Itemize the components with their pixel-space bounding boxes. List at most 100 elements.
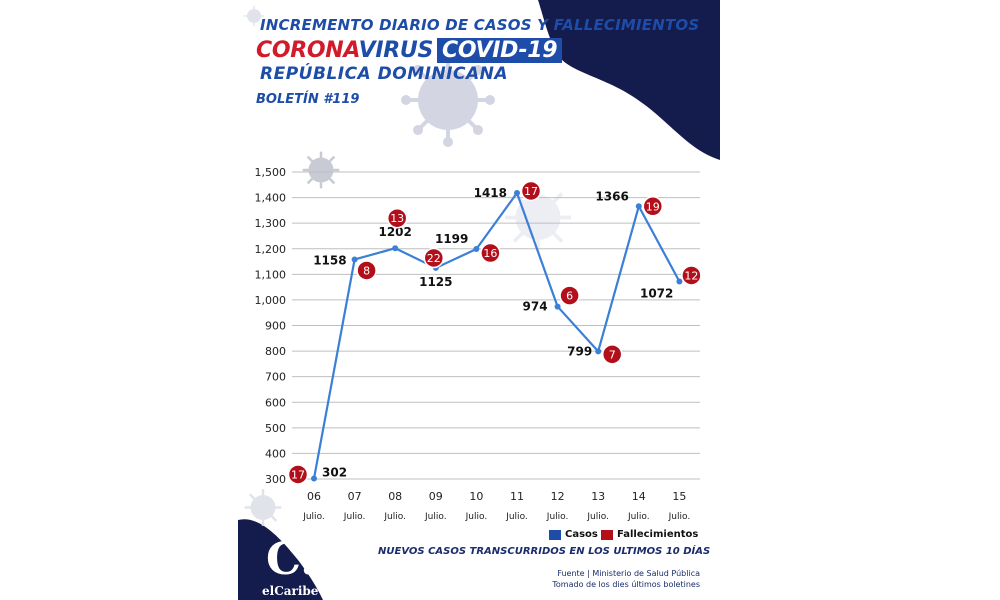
cases-data-label: 1202 — [378, 225, 411, 239]
navy-corner-shape — [538, 0, 720, 160]
cases-data-label: 1418 — [474, 186, 507, 200]
death-marker: 17 — [287, 464, 309, 485]
death-marker: 22 — [423, 247, 445, 269]
legend-deaths: Fallecimientos — [601, 529, 698, 540]
x-tick-label: 09 — [429, 490, 443, 503]
legend-cases: Casos — [549, 529, 598, 540]
cases-points — [311, 189, 683, 482]
cases-point — [635, 203, 642, 210]
x-tick-sublabel: Julio. — [546, 512, 569, 522]
death-value-label: 17 — [524, 185, 538, 198]
cases-data-label: 799 — [567, 344, 592, 358]
death-marker-circle — [356, 260, 377, 281]
death-marker-circle — [520, 180, 542, 202]
cases-labels: 302 1158 1202 1125 1199 1418 974 799 1366 1072 — [313, 186, 673, 480]
y-tick-label: 500 — [265, 422, 286, 435]
death-marker-circle — [642, 196, 664, 217]
cases-data-label: 1072 — [640, 286, 673, 300]
source-line2: Tomado de los dies últimos boletines — [552, 580, 700, 589]
death-value-label: 22 — [427, 252, 441, 265]
death-value-label: 8 — [363, 264, 370, 277]
source-note: Fuente | Ministerio de Salud Pública Tom… — [552, 568, 700, 590]
y-tick-label: 900 — [265, 320, 286, 333]
death-marker: 16 — [480, 242, 501, 264]
death-value-label: 17 — [291, 468, 305, 481]
header-country: REPÚBLICA DOMINICANA — [260, 64, 509, 84]
x-tick-label: 11 — [510, 490, 524, 503]
x-tick-sublabel: Julio. — [424, 512, 447, 522]
y-tick-label: 1,200 — [255, 243, 287, 256]
cases-data-label: 1199 — [435, 232, 468, 246]
y-tick-label: 400 — [265, 447, 286, 460]
y-tick-label: 1,000 — [255, 294, 287, 307]
x-axis-ticks: 06 Julio. 07 Julio. 08 Julio. 09 Julio. 10 Julio.… — [302, 490, 690, 522]
virus-icon — [302, 151, 340, 189]
death-marker: 12 — [681, 265, 702, 286]
death-marker-circle — [287, 464, 309, 485]
x-tick-label: 07 — [348, 490, 362, 503]
elcaribe-logo: C. elCaribe — [260, 534, 320, 600]
cases-point — [392, 245, 399, 252]
cases-point — [514, 189, 520, 196]
logo-mark: C. — [266, 534, 316, 585]
cases-line — [312, 191, 681, 479]
death-value-label: 13 — [390, 212, 404, 225]
y-tick-label: 700 — [265, 371, 286, 384]
cases-data-label: 974 — [523, 300, 548, 314]
death-marker-circle — [601, 344, 623, 365]
x-tick-sublabel: Julio. — [383, 512, 406, 522]
death-marker-circle — [480, 242, 501, 264]
legend-cases-label: Casos — [565, 529, 598, 540]
x-tick-label: 15 — [672, 490, 686, 503]
death-marker: 19 — [642, 196, 664, 217]
navy-bottom-shape — [238, 519, 323, 600]
cases-point — [554, 303, 561, 310]
header-virus: VIRUS — [358, 38, 434, 63]
death-value-label: 7 — [609, 348, 616, 361]
x-tick-label: 12 — [551, 490, 565, 503]
y-tick-label: 1,500 — [255, 166, 287, 179]
bulletin-number: BOLETÍN #119 — [256, 92, 360, 107]
cases-point — [473, 246, 480, 253]
death-value-label: 12 — [684, 269, 698, 282]
death-marker: 6 — [559, 285, 580, 306]
y-axis-ticks: 300 400 500 600 700 800 900 1,000 1,100 1,200 1,30… — [255, 166, 287, 486]
infographic-poster: INCREMENTO DIARIO DE CASOS Y FALLECIMIEN… — [238, 0, 720, 600]
x-tick-sublabel: Julio. — [586, 512, 609, 522]
x-tick-label: 14 — [632, 490, 646, 503]
y-tick-label: 800 — [265, 345, 286, 358]
legend-deaths-label: Fallecimientos — [617, 529, 699, 540]
death-marker: 8 — [356, 260, 377, 281]
cases-data-label: 1158 — [313, 253, 346, 267]
y-tick-label: 1,400 — [255, 192, 287, 205]
x-tick-label: 08 — [388, 490, 402, 503]
x-tick-label: 06 — [307, 490, 321, 503]
death-marker: 13 — [386, 207, 408, 229]
virus-icon — [244, 489, 282, 526]
header-title: CORONAVIRUS COVID-19 — [256, 38, 563, 63]
cases-point — [595, 348, 602, 355]
grid-lines — [292, 171, 700, 480]
cases-data-label: 1125 — [419, 275, 452, 289]
y-tick-label: 600 — [265, 396, 286, 409]
legend-cases-swatch — [549, 529, 561, 540]
x-tick-sublabel: Julio. — [343, 512, 366, 522]
x-tick-label: 13 — [591, 490, 605, 503]
x-tick-sublabel: Julio. — [627, 512, 650, 522]
header-corona: CORONA — [256, 38, 359, 63]
y-tick-label: 1,100 — [255, 268, 287, 281]
death-marker-circle — [423, 247, 445, 269]
death-value-label: 19 — [646, 200, 660, 213]
chart-subtitle: NUEVOS CASOS TRANSCURRIDOS EN LOS ULTIMO… — [378, 546, 711, 557]
death-marker-circle — [559, 285, 580, 306]
header-covid-badge: COVID-19 — [437, 38, 563, 63]
cases-point — [351, 256, 358, 263]
x-tick-label: 10 — [469, 490, 483, 503]
background-shapes — [238, 0, 720, 600]
death-value-label: 16 — [483, 247, 497, 260]
x-tick-sublabel: Julio. — [465, 512, 488, 522]
cases-data-label: 1366 — [595, 189, 628, 203]
cases-data-label: 302 — [322, 465, 347, 479]
cases-point — [676, 278, 683, 285]
source-line1: Fuente | Ministerio de Salud Pública — [557, 569, 700, 578]
